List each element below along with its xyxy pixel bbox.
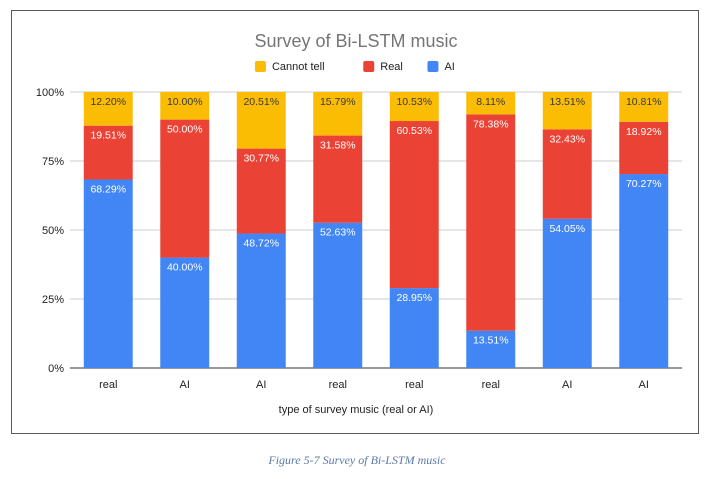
legend-label: Cannot tell — [272, 61, 325, 73]
x-axis-label: type of survey music (real or AI) — [279, 404, 434, 416]
x-axis: real AI AI real real real AI AI — [99, 379, 649, 391]
data-label: 48.72% — [243, 238, 279, 250]
legend-swatch — [427, 61, 439, 72]
data-label: 60.53% — [396, 125, 432, 137]
chart-frame: Survey of Bi-LSTM music Cannot tell Real A… — [11, 10, 699, 434]
x-tick-label: real — [329, 379, 347, 391]
stacked-bar-chart: Survey of Bi-LSTM music Cannot tell Real A… — [36, 31, 682, 416]
chart-title: Survey of Bi-LSTM music — [254, 31, 457, 51]
data-label: 15.79% — [320, 96, 356, 108]
data-label: 78.38% — [473, 118, 509, 130]
bar-segment — [619, 174, 669, 368]
bars: 68.29% 19.51% 12.20% 40.00% 50.00% 10.00% 48.7… — [83, 91, 669, 368]
x-tick-label: AI — [256, 379, 266, 391]
legend-label: AI — [444, 61, 454, 73]
y-tick-label: 25% — [42, 294, 64, 306]
legend-swatch — [363, 61, 375, 72]
data-label: 28.95% — [396, 292, 432, 304]
bar-segment — [389, 91, 439, 122]
x-tick-label: AI — [180, 379, 190, 391]
bar-segment — [313, 135, 363, 223]
bar-segment — [389, 288, 439, 368]
bar-segment — [542, 92, 592, 130]
bar-segment — [466, 92, 516, 115]
bar-segment — [83, 179, 133, 368]
data-label: 68.29% — [90, 184, 126, 196]
data-label: 32.43% — [549, 133, 585, 145]
y-tick-label: 75% — [42, 156, 64, 168]
y-tick-label: 100% — [36, 87, 64, 99]
data-label: 10.81% — [626, 96, 662, 108]
bar-segment — [313, 222, 363, 368]
data-label: 30.77% — [243, 153, 279, 165]
bar-segment — [313, 92, 363, 136]
data-label: 50.00% — [167, 124, 203, 136]
x-tick-label: real — [482, 379, 500, 391]
x-tick-label: AI — [639, 379, 649, 391]
bar-segment — [160, 257, 210, 368]
bar-segment — [542, 129, 592, 219]
bar-segment — [83, 92, 133, 126]
data-label: 40.00% — [167, 262, 203, 274]
bar-segment — [466, 114, 516, 331]
data-label: 31.58% — [320, 140, 356, 152]
legend: Cannot tell Real AI — [254, 61, 455, 73]
bar-segment — [160, 119, 210, 258]
bar-segment — [160, 92, 210, 120]
data-label: 20.51% — [243, 96, 279, 108]
bar-segment — [466, 330, 516, 368]
data-label: 19.51% — [90, 130, 126, 142]
bar-segment — [236, 233, 286, 368]
legend-label: Real — [380, 61, 403, 73]
bar-segment — [542, 218, 592, 368]
legend-swatch — [254, 61, 266, 72]
data-label: 8.11% — [476, 96, 505, 108]
y-tick-label: 0% — [48, 363, 64, 375]
x-tick-label: real — [405, 379, 423, 391]
data-label: 54.05% — [549, 223, 585, 235]
y-axis: 0% 25% 50% 75% 100% — [36, 87, 64, 375]
data-label: 10.00% — [167, 96, 203, 108]
data-label: 10.53% — [396, 96, 432, 108]
data-label: 13.51% — [549, 96, 585, 108]
data-label: 13.51% — [473, 335, 509, 347]
bar-segment — [619, 92, 669, 122]
bar-segment — [83, 125, 133, 180]
x-tick-label: AI — [562, 379, 572, 391]
bar-segment — [619, 121, 669, 175]
figure-caption: Figure 5-7 Survey of Bi-LSTM music — [268, 453, 446, 467]
data-label: 70.27% — [626, 178, 662, 190]
data-label: 12.20% — [90, 96, 126, 108]
data-label: 18.92% — [626, 126, 662, 138]
x-tick-label: real — [99, 379, 117, 391]
y-tick-label: 50% — [42, 225, 64, 237]
data-label: 52.63% — [320, 227, 356, 239]
bar-segment — [236, 92, 286, 149]
bar-segment — [389, 121, 439, 289]
bar-segment — [236, 148, 286, 234]
